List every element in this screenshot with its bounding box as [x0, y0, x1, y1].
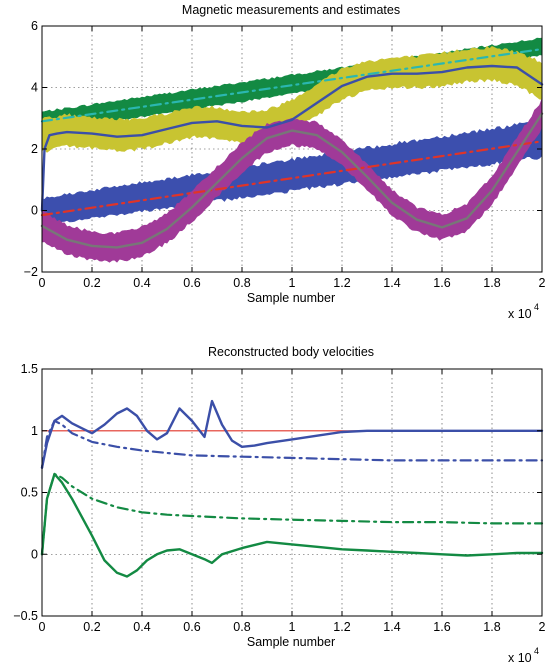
x-tick-label: 2 [539, 620, 546, 634]
y-tick-label: 1 [31, 424, 38, 438]
x-tick-label: 0.4 [133, 620, 150, 634]
x-tick-label: 0.6 [183, 276, 200, 290]
x-tick-label: 1.4 [383, 276, 400, 290]
x-tick-label: 0.4 [133, 276, 150, 290]
velocity-chart-x-multiplier: x 10 [508, 651, 532, 665]
x-tick-label: 1.6 [433, 276, 450, 290]
velocity-chart-series [40, 399, 544, 578]
magnetic-chart-title: Magnetic measurements and estimates [182, 3, 400, 17]
series-line-0 [40, 47, 544, 123]
x-tick-label: 1.4 [383, 620, 400, 634]
velocity-chart-title: Reconstructed body velocities [208, 345, 374, 359]
series-line-4 [40, 472, 544, 578]
x-tick-label: 1.2 [333, 276, 350, 290]
series-line-2 [40, 64, 544, 212]
x-tick-label: 1 [289, 620, 296, 634]
magnetic-chart: Magnetic measurements and estimates 0 0.2… [24, 3, 546, 321]
y-tick-label: 0 [31, 547, 38, 561]
y-tick-label: −0.5 [13, 609, 38, 623]
x-tick-label: 1.2 [333, 620, 350, 634]
velocity-chart-x-exponent: 4 [534, 646, 539, 656]
x-tick-label: 0 [39, 276, 46, 290]
series-line-2 [40, 419, 544, 469]
x-tick-label: 1.6 [433, 620, 450, 634]
y-tick-label: 1.5 [21, 362, 38, 376]
y-tick-label: −2 [24, 265, 38, 279]
magnetic-chart-xlabel: Sample number [247, 291, 335, 305]
x-tick-label: 0.8 [233, 276, 250, 290]
series-line-3 [40, 472, 544, 556]
series-line-1 [40, 140, 544, 217]
y-tick-label: 4 [31, 81, 38, 95]
magnetic-chart-series [40, 47, 544, 249]
series-line-3 [40, 112, 544, 249]
x-tick-label: 2 [539, 276, 546, 290]
x-tick-label: 0.2 [83, 620, 100, 634]
velocity-chart-grid [42, 369, 542, 616]
magnetic-chart-x-multiplier: x 10 [508, 307, 532, 321]
x-tick-label: 0.8 [233, 620, 250, 634]
y-tick-label: 0.5 [21, 486, 38, 500]
x-tick-label: 0.2 [83, 276, 100, 290]
velocity-chart-xlabel: Sample number [247, 635, 335, 649]
x-tick-label: 1 [289, 276, 296, 290]
series-line-1 [40, 399, 544, 469]
x-tick-label: 1.8 [483, 620, 500, 634]
x-tick-label: 0 [39, 620, 46, 634]
velocity-chart-ticks: 0 0.2 0.4 0.6 0.8 1 1.2 1.4 1.6 1.8 2−0.500.511.5 [13, 362, 545, 634]
velocity-chart: Reconstructed body velocities 0 0.2 0.4 0.6… [13, 345, 545, 665]
y-tick-label: 6 [31, 19, 38, 33]
y-tick-label: 0 [31, 204, 38, 218]
y-tick-label: 2 [31, 142, 38, 156]
x-tick-label: 1.8 [483, 276, 500, 290]
magnetic-chart-x-exponent: 4 [534, 302, 539, 312]
x-tick-label: 0.6 [183, 620, 200, 634]
